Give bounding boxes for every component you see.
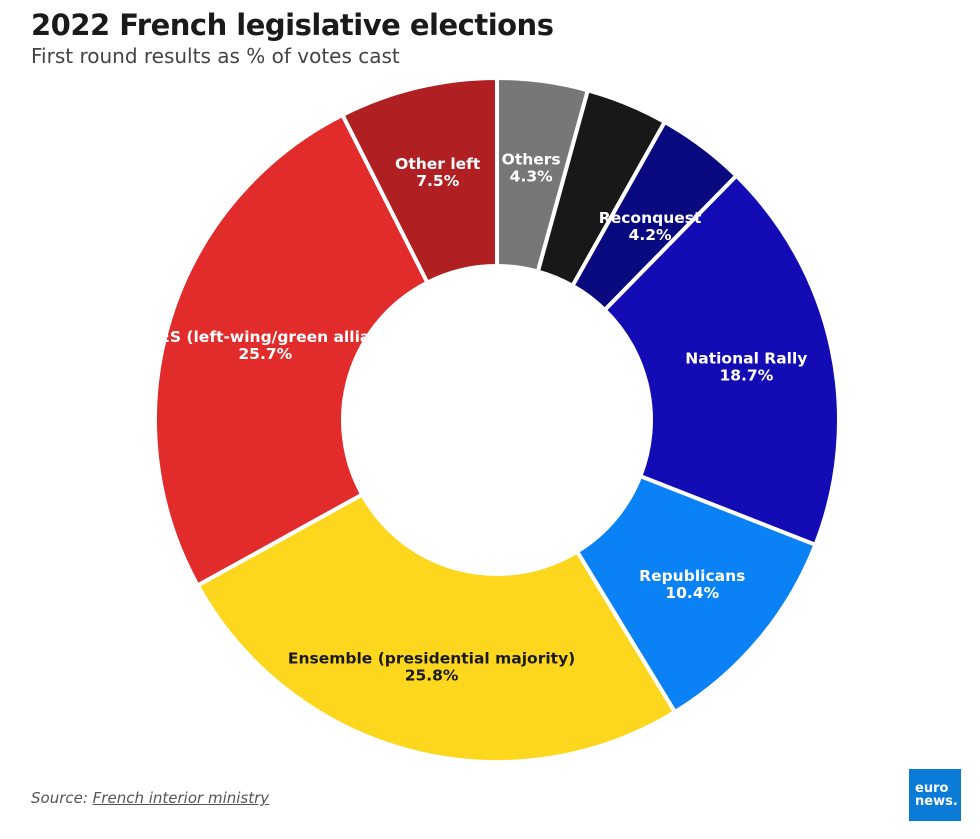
logo-line-1: euro [915,781,949,796]
slice-nupes-left-wing-green-alliance [153,112,430,588]
label-name-national-rally: National Rally [685,350,807,368]
label-value-republicans: 10.4% [665,584,719,602]
slice-republicans [575,474,818,715]
euronews-logo: euro news. [909,769,961,821]
label-value-ensemble-presidential-majority: 25.8% [405,666,459,684]
slice-ensemble-presidential-majority [195,492,677,764]
label-name-others: Others [502,150,561,168]
label-name-nupes-left-wing-green-alliance: NUPES (left-wing/green alliance) [122,328,408,346]
label-name-ensemble-presidential-majority: Ensemble (presidential majority) [288,649,575,667]
label-value-nupes-left-wing-green-alliance: 25.7% [238,345,292,363]
logo-line-2: news. [915,794,958,809]
source-prefix: Source: [31,789,93,807]
label-value-national-rally: 18.7% [719,367,773,385]
slice-other-left [340,76,499,285]
chart-subtitle: First round results as % of votes cast [31,44,400,68]
label-value-others: 4.3% [510,167,553,185]
chart-title: 2022 French legislative elections [31,8,554,42]
label-name-republicans: Republicans [639,567,745,585]
source-link[interactable]: French interior ministry [92,789,270,807]
slice-national-rally [602,173,841,547]
label-name-reconquest: Reconquest [599,209,702,227]
source-note: Source: French interior ministry [31,789,269,807]
label-value-reconquest: 4.2% [629,226,672,244]
label-value-other-left: 7.5% [416,172,459,190]
label-name-other-left: Other left [395,155,481,173]
